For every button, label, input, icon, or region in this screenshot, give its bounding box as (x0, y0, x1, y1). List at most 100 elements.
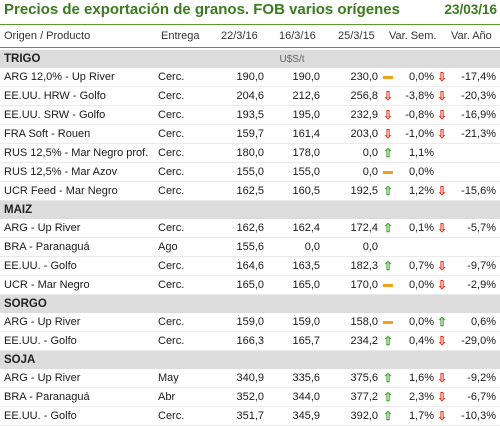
flat-dash-icon (383, 320, 394, 324)
row-var-ano: -6,7% (450, 387, 500, 407)
row-origin: ARG - Up River (0, 313, 158, 332)
row-var-ano: -9,2% (450, 369, 500, 388)
row-price-3: 234,2 (320, 331, 379, 351)
row-entrega: Cerc. (158, 105, 210, 125)
row-var-sem: 1,2% (398, 181, 435, 201)
row-entrega: Cerc. (158, 256, 210, 276)
var-sem-indicator: ⇧ (378, 369, 399, 388)
var-ano-indicator: ⇩ (434, 181, 451, 201)
table-row: EE.UU. - Golfo Cerc. 164,6 163,5 182,3 ⇧ 0,7% ⇩… (0, 256, 500, 276)
row-price-1: 155,6 (210, 237, 265, 257)
row-entrega: Cerc. (158, 219, 210, 238)
row-var-ano (450, 237, 500, 257)
row-price-3: 0,0 (320, 143, 379, 163)
row-price-3: 230,0 (320, 68, 379, 87)
row-price-1: 162,6 (210, 219, 265, 238)
row-price-3: 0,0 (320, 162, 379, 182)
var-ano-indicator: ⇩ (434, 275, 451, 295)
col-entrega: Entrega (161, 30, 200, 42)
table-row: ARG - Up River Cerc. 159,0 159,0 158,0 0,0% ⇧ 0… (0, 313, 500, 332)
row-price-3: 158,0 (320, 313, 379, 332)
row-entrega: Ago (158, 237, 210, 257)
arrow-down-icon: ⇩ (436, 278, 448, 292)
row-origin: ARG - Up River (0, 219, 158, 238)
table-row: BRA - Paranaguá Ago 155,6 0,0 0,0 (0, 237, 500, 257)
row-var-ano: -5,7% (450, 219, 500, 238)
arrow-down-icon: ⇩ (436, 70, 448, 84)
var-ano-indicator: ⇩ (434, 105, 451, 125)
var-sem-indicator (378, 313, 399, 332)
row-price-1: 180,0 (210, 143, 265, 163)
arrow-down-icon: ⇩ (436, 221, 448, 235)
row-var-sem: -1,0% (398, 124, 435, 144)
row-price-3: 203,0 (320, 124, 379, 144)
row-price-3: 182,3 (320, 256, 379, 276)
unit-label (264, 350, 321, 369)
row-var-ano (450, 162, 500, 182)
row-price-1: 164,6 (210, 256, 265, 276)
col-date-1: 22/3/16 (221, 30, 258, 42)
unit-label (264, 294, 321, 313)
row-price-3: 392,0 (320, 406, 379, 426)
row-price-1: 155,0 (210, 162, 265, 182)
flat-dash-icon (383, 170, 394, 174)
var-ano-indicator: ⇩ (434, 331, 451, 351)
row-price-3: 170,0 (320, 275, 379, 295)
row-price-2: 160,5 (264, 181, 321, 201)
table-row: BRA - Paranaguá Abr 352,0 344,0 377,2 ⇧ 2,3% ⇩ -… (0, 387, 500, 407)
row-var-ano: 0,6% (450, 313, 500, 332)
row-var-ano (450, 143, 500, 163)
row-price-2: 161,4 (264, 124, 321, 144)
col-origin: Origen / Producto (4, 30, 91, 42)
row-var-sem: 0,1% (398, 219, 435, 238)
row-origin: EE.UU. - Golfo (0, 331, 158, 351)
row-entrega: Abr (158, 387, 210, 407)
row-origin: UCR - Mar Negro (0, 275, 158, 295)
arrow-up-icon: ⇧ (382, 221, 394, 235)
row-origin: ARG 12,0% - Up River (0, 68, 158, 87)
arrow-down-icon: ⇩ (436, 409, 448, 423)
row-price-1: 351,7 (210, 406, 265, 426)
row-price-1: 162,5 (210, 181, 265, 201)
row-var-ano: -15,6% (450, 181, 500, 201)
col-var-ano: Var. Año (451, 30, 492, 42)
arrow-down-icon: ⇩ (436, 371, 448, 385)
var-sem-indicator (378, 237, 399, 257)
row-origin: RUS 12,5% - Mar Azov (0, 162, 158, 182)
section-header-trigo: TRIGO U$S/t (0, 50, 500, 68)
var-ano-indicator: ⇩ (434, 219, 451, 238)
report-date: 23/03/16 (444, 2, 497, 17)
section-header-sorgo: SORGO (0, 294, 500, 313)
row-var-sem: -3,8% (398, 86, 435, 106)
table-row: UCR Feed - Mar Negro Cerc. 162,5 160,5 192,5… (0, 181, 500, 201)
row-entrega: Cerc. (158, 86, 210, 106)
var-sem-indicator: ⇧ (378, 219, 399, 238)
row-entrega: Cerc. (158, 124, 210, 144)
arrow-down-icon: ⇩ (436, 259, 448, 273)
arrow-down-icon: ⇩ (382, 89, 394, 103)
var-ano-indicator: ⇩ (434, 68, 451, 87)
row-entrega: Cerc. (158, 181, 210, 201)
row-var-ano: -29,0% (450, 331, 500, 351)
table-row: RUS 12,5% - Mar Negro prof. Cerc. 180,0 178… (0, 143, 500, 163)
row-price-2: 162,4 (264, 219, 321, 238)
row-price-2: 344,0 (264, 387, 321, 407)
row-var-ano: -10,3% (450, 406, 500, 426)
row-var-sem: 0,0% (398, 162, 435, 182)
row-entrega: Cerc. (158, 68, 210, 87)
arrow-down-icon: ⇩ (436, 108, 448, 122)
row-entrega: Cerc. (158, 143, 210, 163)
row-var-sem: 1,6% (398, 369, 435, 388)
row-price-1: 159,0 (210, 313, 265, 332)
var-sem-indicator (378, 68, 399, 87)
page-title: Precios de exportación de granos. FOB va… (4, 1, 400, 18)
var-ano-indicator (434, 162, 451, 182)
table-row: ARG - Up River Cerc. 162,6 162,4 172,4 ⇧ 0,1% ⇩… (0, 219, 500, 238)
row-origin: UCR Feed - Mar Negro (0, 181, 158, 201)
arrow-down-icon: ⇩ (436, 390, 448, 404)
var-sem-indicator: ⇧ (378, 406, 399, 426)
var-ano-indicator (434, 237, 451, 257)
row-origin: EE.UU. - Golfo (0, 256, 158, 276)
row-price-3: 172,4 (320, 219, 379, 238)
row-price-2: 155,0 (264, 162, 321, 182)
